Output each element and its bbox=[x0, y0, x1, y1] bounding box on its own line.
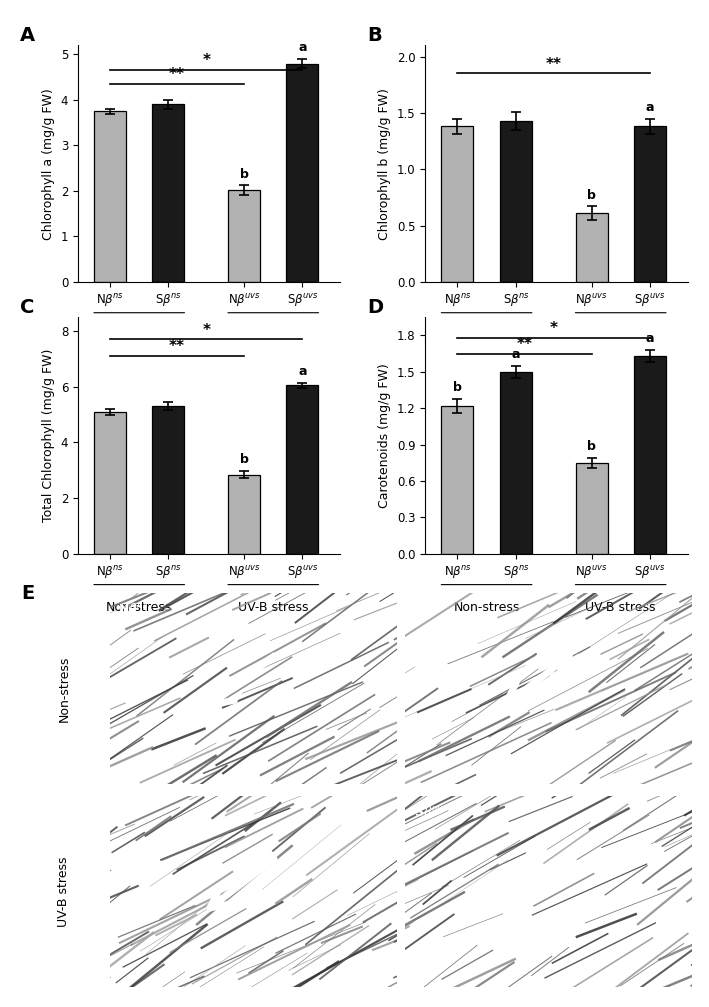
Bar bbox=[152, 105, 184, 282]
Text: *: * bbox=[549, 321, 558, 336]
Text: UV-B stress: UV-B stress bbox=[238, 329, 308, 342]
Text: a: a bbox=[298, 41, 307, 54]
Bar bbox=[228, 474, 260, 554]
Text: b: b bbox=[240, 168, 249, 180]
Text: N$\beta$$^{ns}$: N$\beta$$^{ns}$ bbox=[118, 601, 149, 617]
Bar bbox=[634, 127, 666, 282]
Text: Non-stress: Non-stress bbox=[454, 601, 520, 614]
Bar bbox=[94, 112, 126, 282]
Text: **: ** bbox=[516, 336, 532, 351]
Text: UV-B stress: UV-B stress bbox=[586, 329, 656, 342]
Y-axis label: Total Chlorophyll (mg/g FW): Total Chlorophyll (mg/g FW) bbox=[43, 348, 55, 523]
Bar bbox=[576, 463, 608, 554]
Text: a: a bbox=[646, 332, 654, 345]
Text: a: a bbox=[298, 365, 307, 378]
Text: b: b bbox=[587, 440, 596, 453]
Text: Non-stress: Non-stress bbox=[454, 329, 520, 342]
Text: Non-stress: Non-stress bbox=[57, 656, 70, 722]
Text: A: A bbox=[21, 26, 35, 45]
Bar bbox=[94, 412, 126, 554]
Text: b: b bbox=[240, 453, 249, 466]
Text: a: a bbox=[511, 348, 520, 362]
Bar bbox=[576, 213, 608, 282]
Text: **: ** bbox=[169, 339, 185, 354]
Text: **: ** bbox=[169, 67, 185, 83]
Text: *: * bbox=[202, 322, 211, 337]
Text: S$\beta$$^{uvs}$: S$\beta$$^{uvs}$ bbox=[414, 804, 448, 821]
Bar bbox=[500, 121, 532, 282]
Text: *: * bbox=[202, 53, 211, 68]
Bar bbox=[442, 406, 474, 554]
Text: UV-B stress: UV-B stress bbox=[57, 856, 70, 926]
Text: D: D bbox=[368, 298, 384, 317]
Bar bbox=[442, 127, 474, 282]
Bar bbox=[228, 190, 260, 282]
Bar bbox=[152, 406, 184, 554]
Text: Non-stress: Non-stress bbox=[106, 329, 172, 342]
Y-axis label: Chlorophyll a (mg/g FW): Chlorophyll a (mg/g FW) bbox=[43, 88, 55, 240]
Bar bbox=[286, 63, 318, 282]
Y-axis label: Carotenoids (mg/g FW): Carotenoids (mg/g FW) bbox=[379, 364, 391, 508]
Text: b: b bbox=[587, 188, 596, 201]
Text: **: ** bbox=[546, 56, 562, 71]
Text: b: b bbox=[453, 381, 462, 394]
Text: UV-B stress: UV-B stress bbox=[586, 601, 656, 614]
Bar bbox=[634, 356, 666, 554]
Text: a: a bbox=[646, 101, 654, 114]
Y-axis label: Chlorophyll b (mg/g FW): Chlorophyll b (mg/g FW) bbox=[379, 88, 391, 240]
Text: UV-B stress: UV-B stress bbox=[238, 601, 308, 614]
Text: E: E bbox=[21, 584, 35, 603]
Text: C: C bbox=[21, 298, 35, 317]
Text: N$\beta$$^{uvs}$: N$\beta$$^{uvs}$ bbox=[118, 804, 154, 821]
Text: S$\beta$$^{ns}$: S$\beta$$^{ns}$ bbox=[414, 601, 443, 617]
Text: Non-stress: Non-stress bbox=[106, 601, 172, 614]
Bar bbox=[500, 372, 532, 554]
Text: B: B bbox=[368, 26, 382, 45]
Bar bbox=[286, 386, 318, 554]
